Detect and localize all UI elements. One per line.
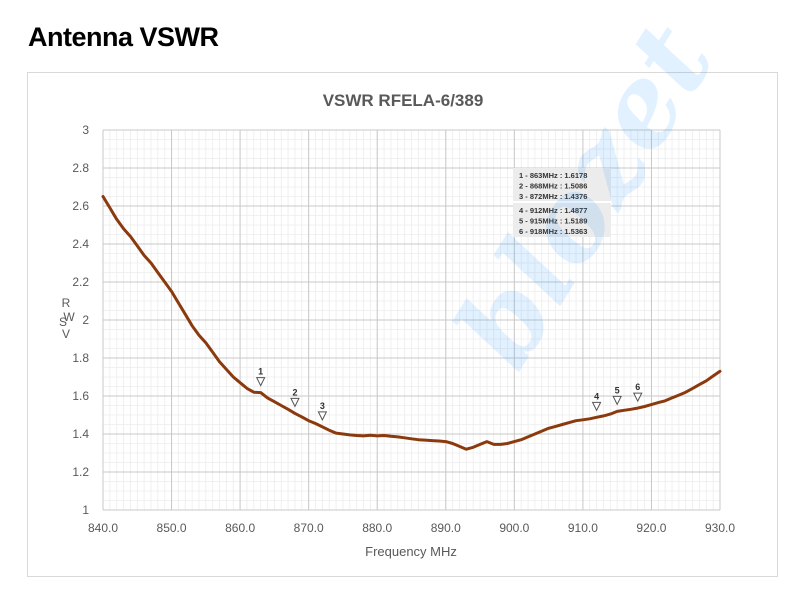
marker-table-row: 1 - 863MHz : 1.6178 [519,171,587,180]
marker-triangle [317,411,328,421]
y-tick-label: 2 [82,313,89,327]
y-tick-label: 2.4 [72,237,89,251]
chart-frame [27,72,778,577]
vswr-series-line [101,195,722,451]
marker-label: 4 [594,391,599,401]
x-tick-label: 920.0 [636,521,666,535]
marker-triangle [632,392,643,403]
marker-table-row: 5 - 915MHz : 1.5189 [519,217,587,226]
x-tick-label: 840.0 [88,521,118,535]
chart-title: VSWR RFELA-6/389 [323,91,484,110]
marker-label: 5 [615,385,620,395]
marker-triangle [591,401,602,412]
y-axis-label-letter: W [63,310,75,324]
y-axis-label-letter: V [62,327,70,341]
marker-label: 3 [320,401,325,411]
y-tick-label: 1.6 [72,389,89,403]
y-tick-label: 3 [82,123,89,137]
marker-table-row: 2 - 868MHz : 1.5086 [519,182,587,191]
marker-label: 6 [635,382,640,392]
x-tick-label: 890.0 [431,521,461,535]
marker-table-row: 6 - 918MHz : 1.5363 [519,227,587,236]
marker-label: 1 [258,367,263,377]
marker-label: 2 [292,387,297,397]
marker-triangle [612,395,622,406]
x-tick-label: 900.0 [499,521,529,535]
y-tick-label: 1 [82,503,89,517]
page-heading: Antenna VSWR [28,22,219,52]
y-axis-label-letter: R [62,296,71,310]
x-tick-label: 880.0 [362,521,392,535]
marker-triangle [290,397,300,408]
marker-table-row: 4 - 912MHz : 1.4877 [519,206,587,215]
x-tick-label: 910.0 [568,521,598,535]
marker-triangle [255,377,266,387]
y-tick-label: 1.8 [72,351,89,365]
y-tick-label: 2.2 [72,275,89,289]
x-tick-label: 860.0 [225,521,255,535]
x-axis-label: Frequency MHz [365,544,457,559]
x-tick-label: 870.0 [294,521,324,535]
x-tick-label: 850.0 [157,521,187,535]
y-tick-label: 2.6 [72,199,89,213]
y-tick-label: 1.2 [72,465,89,479]
y-tick-label: 1.4 [72,427,89,441]
y-tick-label: 2.8 [72,161,89,175]
y-axis-label-letter: S [59,315,67,329]
x-tick-label: 930.0 [705,521,735,535]
marker-table-row: 3 - 872MHz : 1.4376 [519,192,587,201]
